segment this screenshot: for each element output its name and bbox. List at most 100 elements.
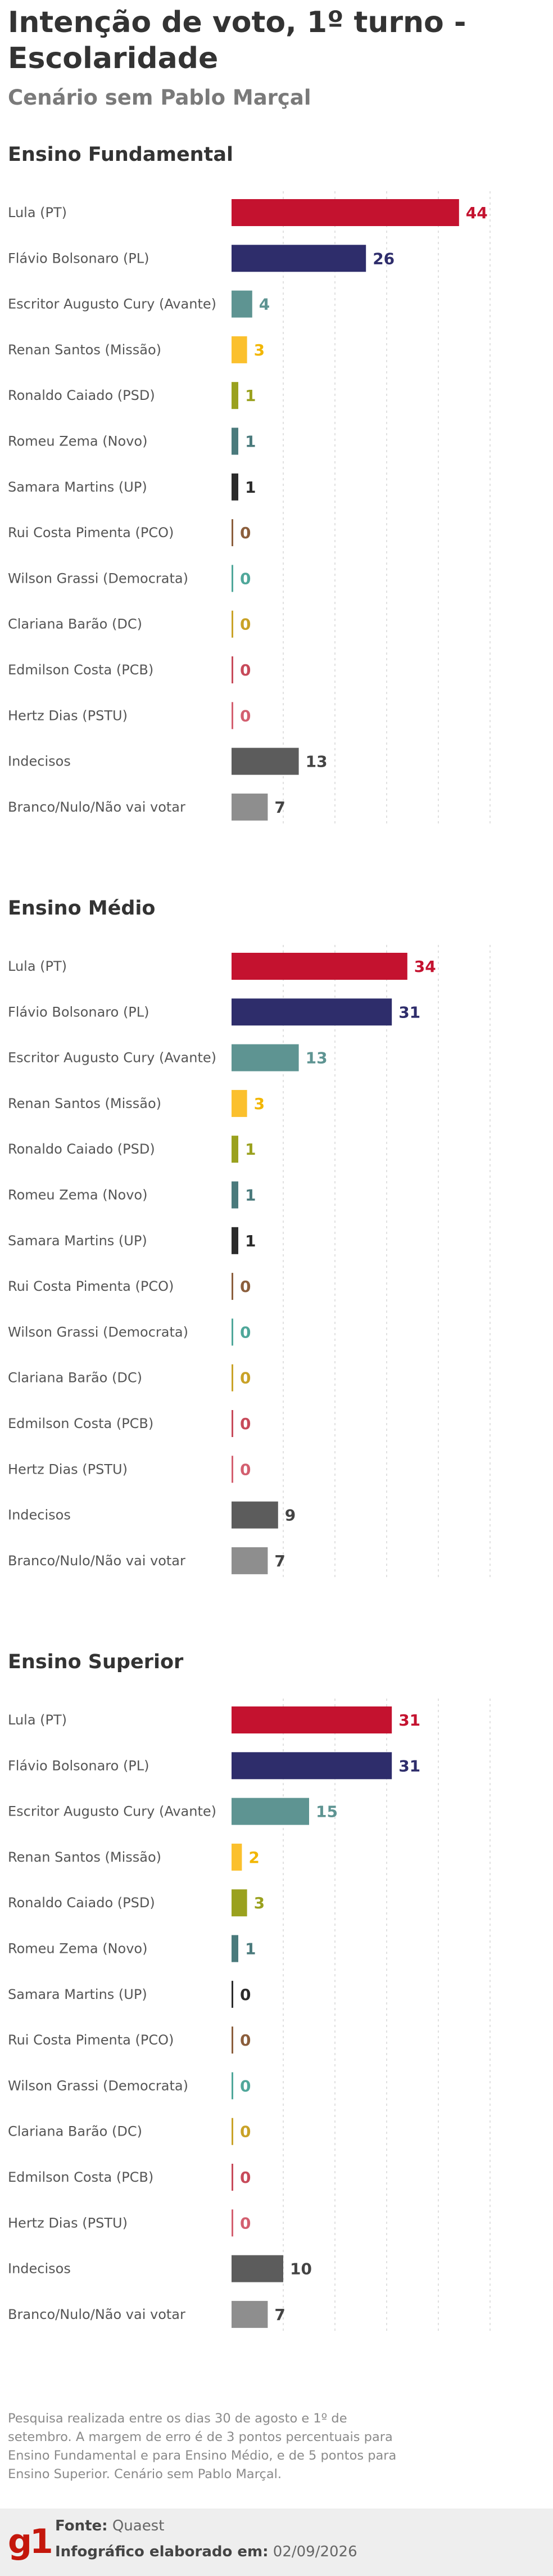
bar — [232, 1136, 238, 1163]
value-label: 0 — [240, 1460, 251, 1479]
category-label: Escritor Augusto Cury (Avante) — [8, 1804, 216, 1820]
value-label: 0 — [240, 2168, 251, 2187]
category-label: Clariana Barão (DC) — [8, 616, 142, 632]
bar — [232, 519, 233, 547]
value-label: 1 — [245, 1186, 256, 1205]
value-label: 0 — [240, 524, 251, 542]
value-label: 31 — [398, 1711, 420, 1730]
category-label: Wilson Grassi (Democrata) — [8, 2078, 188, 2093]
category-label: Edmilson Costa (PCB) — [8, 1416, 153, 1431]
bar — [232, 747, 299, 775]
category-label: Ronaldo Caiado (PSD) — [8, 1895, 155, 1911]
category-label: Renan Santos (Missão) — [8, 1096, 161, 1111]
value-label: 13 — [306, 1049, 328, 1068]
value-label: 15 — [316, 1803, 338, 1821]
value-label: 44 — [466, 204, 488, 222]
category-label: Indecisos — [8, 1507, 71, 1523]
value-label: 1 — [245, 386, 256, 405]
category-label: Romeu Zema (Novo) — [8, 1187, 147, 1203]
value-label: 7 — [274, 2305, 285, 2324]
value-label: 13 — [306, 753, 328, 771]
credit-value: 02/09/2026 — [273, 2543, 357, 2560]
value-label: 1 — [245, 1940, 256, 1958]
value-label: 1 — [245, 1232, 256, 1250]
category-label: Rui Costa Pimenta (PCO) — [8, 2032, 174, 2048]
category-label: Ronaldo Caiado (PSD) — [8, 1141, 155, 1157]
value-label: 0 — [240, 615, 251, 634]
bar — [232, 2072, 233, 2100]
category-label: Ronaldo Caiado (PSD) — [8, 388, 155, 403]
category-label: Hertz Dias (PSTU) — [8, 1461, 128, 1477]
category-label: Lula (PT) — [8, 958, 67, 974]
footer: g1 Fonte: Quaest Infográfico elaborado e… — [0, 2509, 553, 2576]
category-label: Indecisos — [8, 754, 71, 769]
bar — [232, 1364, 233, 1391]
value-label: 31 — [398, 1003, 420, 1021]
category-label: Escritor Augusto Cury (Avante) — [8, 296, 216, 312]
category-label: Edmilson Costa (PCB) — [8, 2169, 153, 2185]
value-label: 0 — [240, 2031, 251, 2050]
value-label: 10 — [290, 2260, 312, 2278]
category-label: Branco/Nulo/Não vai votar — [8, 2307, 185, 2322]
bar — [232, 2300, 268, 2328]
source-value: Quaest — [112, 2518, 165, 2534]
bar — [232, 1935, 238, 1962]
value-label: 0 — [240, 661, 251, 679]
page-title: Intenção de voto, 1º turno - Escolaridad… — [8, 6, 466, 75]
bar — [232, 382, 238, 409]
bar — [232, 245, 366, 272]
category-label: Romeu Zema (Novo) — [8, 1941, 147, 1957]
category-label: Branco/Nulo/Não vai votar — [8, 1553, 185, 1569]
category-label: Wilson Grassi (Democrata) — [8, 1324, 188, 1340]
value-label: 0 — [240, 569, 251, 588]
bar — [232, 1089, 247, 1117]
value-label: 1 — [245, 1140, 256, 1159]
bar — [232, 2164, 233, 2191]
bar — [232, 2118, 233, 2145]
methodology-note: Pesquisa realizada entre os dias 30 de a… — [8, 2411, 397, 2482]
bar — [232, 1752, 392, 1780]
source-label: Fonte: — [55, 2518, 108, 2534]
bar — [232, 1798, 309, 1825]
source-line: Fonte: Quaest — [55, 2518, 164, 2534]
bar — [232, 953, 407, 980]
bar — [232, 793, 268, 821]
category-label: Wilson Grassi (Democrata) — [8, 570, 188, 586]
section-title: Ensino Médio — [8, 897, 155, 920]
category-label: Samara Martins (UP) — [8, 1233, 147, 1249]
category-label: Romeu Zema (Novo) — [8, 434, 147, 449]
category-label: Samara Martins (UP) — [8, 1987, 147, 2002]
g1-logo: g1 — [8, 2522, 53, 2561]
value-label: 0 — [240, 706, 251, 725]
value-label: 3 — [254, 341, 265, 359]
category-label: Edmilson Costa (PCB) — [8, 662, 153, 678]
bar-charts: Ensino Fundamental Lula (PT) 44 Flávio Bols… — [8, 143, 491, 2334]
value-label: 26 — [373, 249, 395, 268]
category-label: Clariana Barão (DC) — [8, 2124, 142, 2140]
bar — [232, 1410, 233, 1437]
bar — [232, 610, 233, 638]
bar — [232, 1706, 392, 1733]
value-label: 34 — [414, 957, 436, 976]
bar — [232, 1501, 278, 1529]
bar — [232, 1318, 233, 1346]
bar — [232, 702, 233, 729]
bar — [232, 2026, 233, 2054]
value-label: 9 — [285, 1506, 296, 1525]
value-label: 0 — [240, 1415, 251, 1433]
value-label: 3 — [254, 1894, 265, 1912]
category-label: Hertz Dias (PSTU) — [8, 708, 128, 723]
category-label: Branco/Nulo/Não vai votar — [8, 799, 185, 815]
value-label: 0 — [240, 2077, 251, 2095]
bar — [232, 1843, 242, 1871]
bar — [232, 1273, 233, 1300]
value-label: 0 — [240, 1323, 251, 1341]
category-label: Lula (PT) — [8, 1712, 67, 1728]
bar — [232, 1181, 238, 1209]
bar — [232, 1547, 268, 1574]
value-label: 0 — [240, 2214, 251, 2232]
category-label: Flávio Bolsonaro (PL) — [8, 250, 149, 266]
bar — [232, 998, 392, 1026]
bar — [232, 427, 238, 455]
bar — [232, 565, 233, 592]
